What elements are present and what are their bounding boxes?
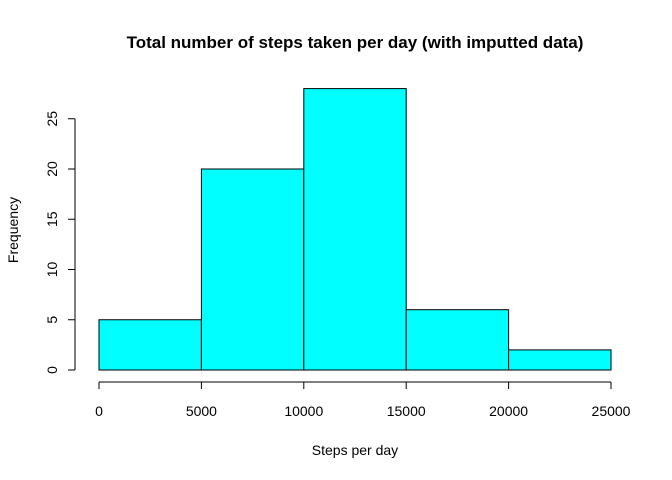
x-tick-label: 25000 [592,403,631,419]
x-tick-label: 15000 [387,403,426,419]
y-tick-label: 10 [44,262,60,278]
x-tick-label: 20000 [489,403,528,419]
x-axis: 0 5000 10000 15000 20000 25000 [95,382,631,419]
bar-20000-25000 [509,350,611,370]
y-tick-label: 20 [44,161,60,177]
bars-group [99,89,611,370]
y-tick-label: 15 [44,211,60,227]
x-tick-label: 0 [95,403,103,419]
y-tick-label: 25 [44,111,60,127]
x-tick-label: 10000 [284,403,323,419]
x-axis-label: Steps per day [312,442,398,458]
chart-title: Total number of steps taken per day (wit… [127,33,584,52]
y-tick-label: 0 [44,366,60,374]
x-tick-label: 5000 [186,403,217,419]
y-tick-label: 5 [44,316,60,324]
bar-15000-20000 [406,310,508,370]
y-axis: 0 5 10 15 20 25 [44,111,75,374]
bar-10000-15000 [304,89,406,370]
bar-5000-10000 [201,169,303,370]
bar-0-5000 [99,320,201,370]
y-axis-label: Frequency [5,197,21,263]
